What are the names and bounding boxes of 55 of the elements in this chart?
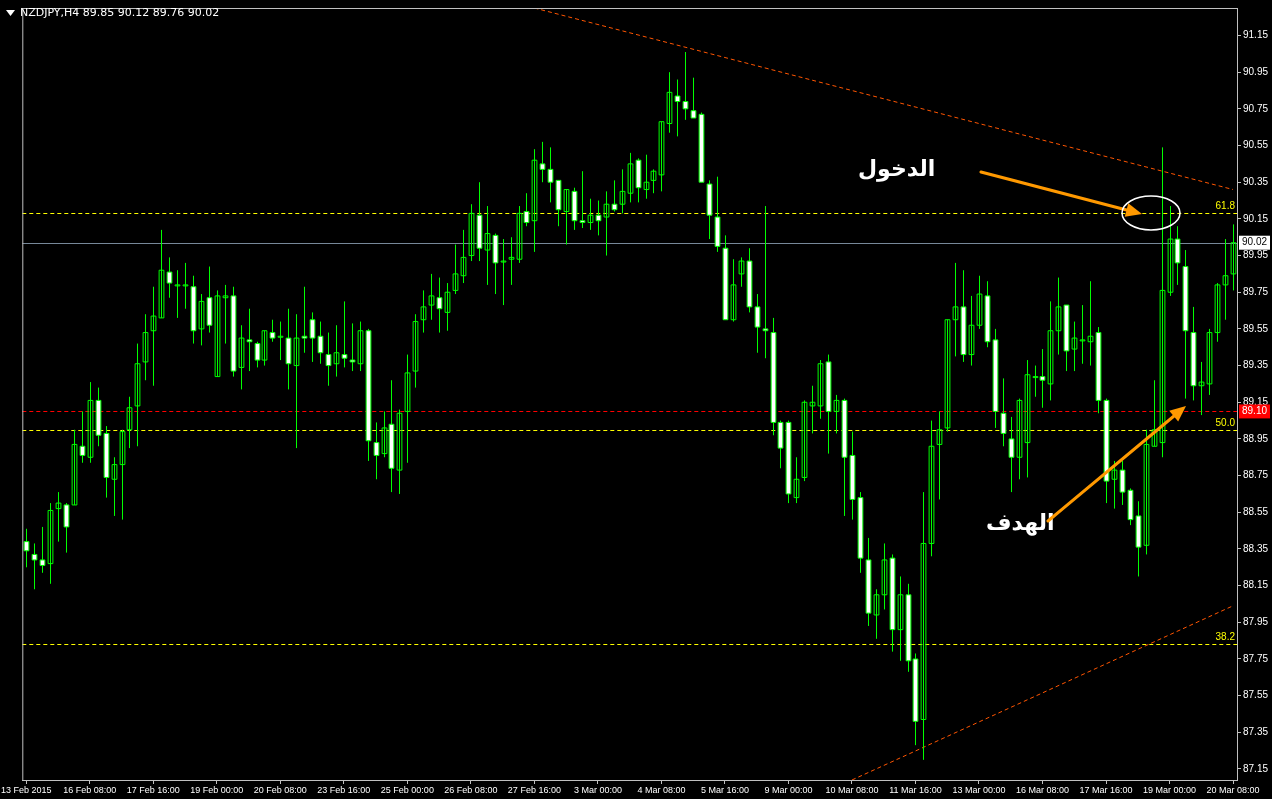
y-tick-label: 88.15 bbox=[1243, 579, 1269, 591]
x-tick-label: 13 Mar 00:00 bbox=[952, 784, 1006, 795]
candlestick bbox=[142, 313, 149, 381]
y-tick-label: 90.35 bbox=[1243, 175, 1269, 187]
y-tick-label: 90.95 bbox=[1243, 65, 1269, 77]
annotation: الهدف bbox=[986, 510, 1055, 535]
y-tick-label: 88.75 bbox=[1243, 469, 1269, 481]
candlestick bbox=[412, 313, 419, 389]
y-tick-label: 88.35 bbox=[1243, 542, 1269, 554]
y-tick-label: 89.95 bbox=[1243, 249, 1269, 261]
x-tick-label: 20 Feb 08:00 bbox=[253, 784, 307, 795]
annotation: 61.8 bbox=[1215, 200, 1236, 212]
y-tick-label: 87.95 bbox=[1243, 616, 1269, 628]
y-tick-label: 87.55 bbox=[1243, 689, 1269, 701]
x-tick-label: 23 Feb 16:00 bbox=[317, 784, 371, 795]
candlestick bbox=[420, 289, 427, 334]
x-tick-label: 13 Feb 2015 bbox=[1, 784, 52, 795]
annotation: الدخول bbox=[858, 156, 936, 181]
y-tick-label: 90.55 bbox=[1243, 139, 1269, 151]
x-tick-label: 19 Mar 00:00 bbox=[1142, 784, 1197, 795]
x-tick-label: 20 Mar 08:00 bbox=[1206, 784, 1260, 795]
y-tick-label: 90.15 bbox=[1243, 212, 1269, 224]
y-tick-label: 88.55 bbox=[1243, 506, 1269, 518]
chart-title: NZDJPY,H4 89.85 90.12 89.76 90.02 bbox=[20, 6, 220, 19]
y-tick-label: 87.35 bbox=[1243, 726, 1269, 738]
y-tick-label: 90.75 bbox=[1243, 102, 1269, 114]
x-tick-label: 16 Mar 08:00 bbox=[1015, 784, 1070, 795]
x-tick-label: 9 Mar 00:00 bbox=[764, 784, 813, 795]
annotation: 38.2 bbox=[1215, 631, 1236, 643]
candlestick bbox=[936, 410, 943, 500]
x-tick-label: 16 Feb 08:00 bbox=[63, 784, 117, 795]
x-tick-label: 27 Feb 16:00 bbox=[507, 784, 561, 795]
y-tick-label: 89.35 bbox=[1243, 359, 1269, 371]
candlestick bbox=[126, 396, 133, 449]
y-tick-label: 89.75 bbox=[1243, 285, 1269, 297]
x-tick-label: 10 Mar 08:00 bbox=[825, 784, 879, 795]
x-tick-label: 11 Mar 16:00 bbox=[889, 784, 942, 795]
annotation: 50.0 bbox=[1215, 416, 1236, 428]
y-tick-label: 87.75 bbox=[1243, 652, 1269, 664]
x-tick-label: 5 Mar 16:00 bbox=[700, 784, 749, 795]
ref-line-label: 90.02 bbox=[1242, 236, 1268, 248]
y-tick-label: 91.15 bbox=[1243, 29, 1269, 41]
x-tick-label: 4 Mar 08:00 bbox=[637, 784, 686, 795]
x-tick-label: 26 Feb 08:00 bbox=[444, 784, 498, 795]
x-tick-label: 25 Feb 00:00 bbox=[380, 784, 434, 795]
x-tick-label: 17 Feb 16:00 bbox=[126, 784, 180, 795]
y-tick-label: 89.55 bbox=[1243, 322, 1269, 334]
x-tick-label: 3 Mar 00:00 bbox=[573, 784, 622, 795]
candlestick bbox=[404, 354, 411, 464]
y-tick-label: 88.95 bbox=[1243, 432, 1269, 444]
y-tick-label: 87.15 bbox=[1243, 762, 1269, 774]
candlestick bbox=[134, 343, 141, 447]
x-tick-label: 19 Feb 00:00 bbox=[190, 784, 244, 795]
x-tick-label: 17 Mar 16:00 bbox=[1079, 784, 1133, 795]
ref-line-label: 89.10 bbox=[1242, 405, 1268, 417]
